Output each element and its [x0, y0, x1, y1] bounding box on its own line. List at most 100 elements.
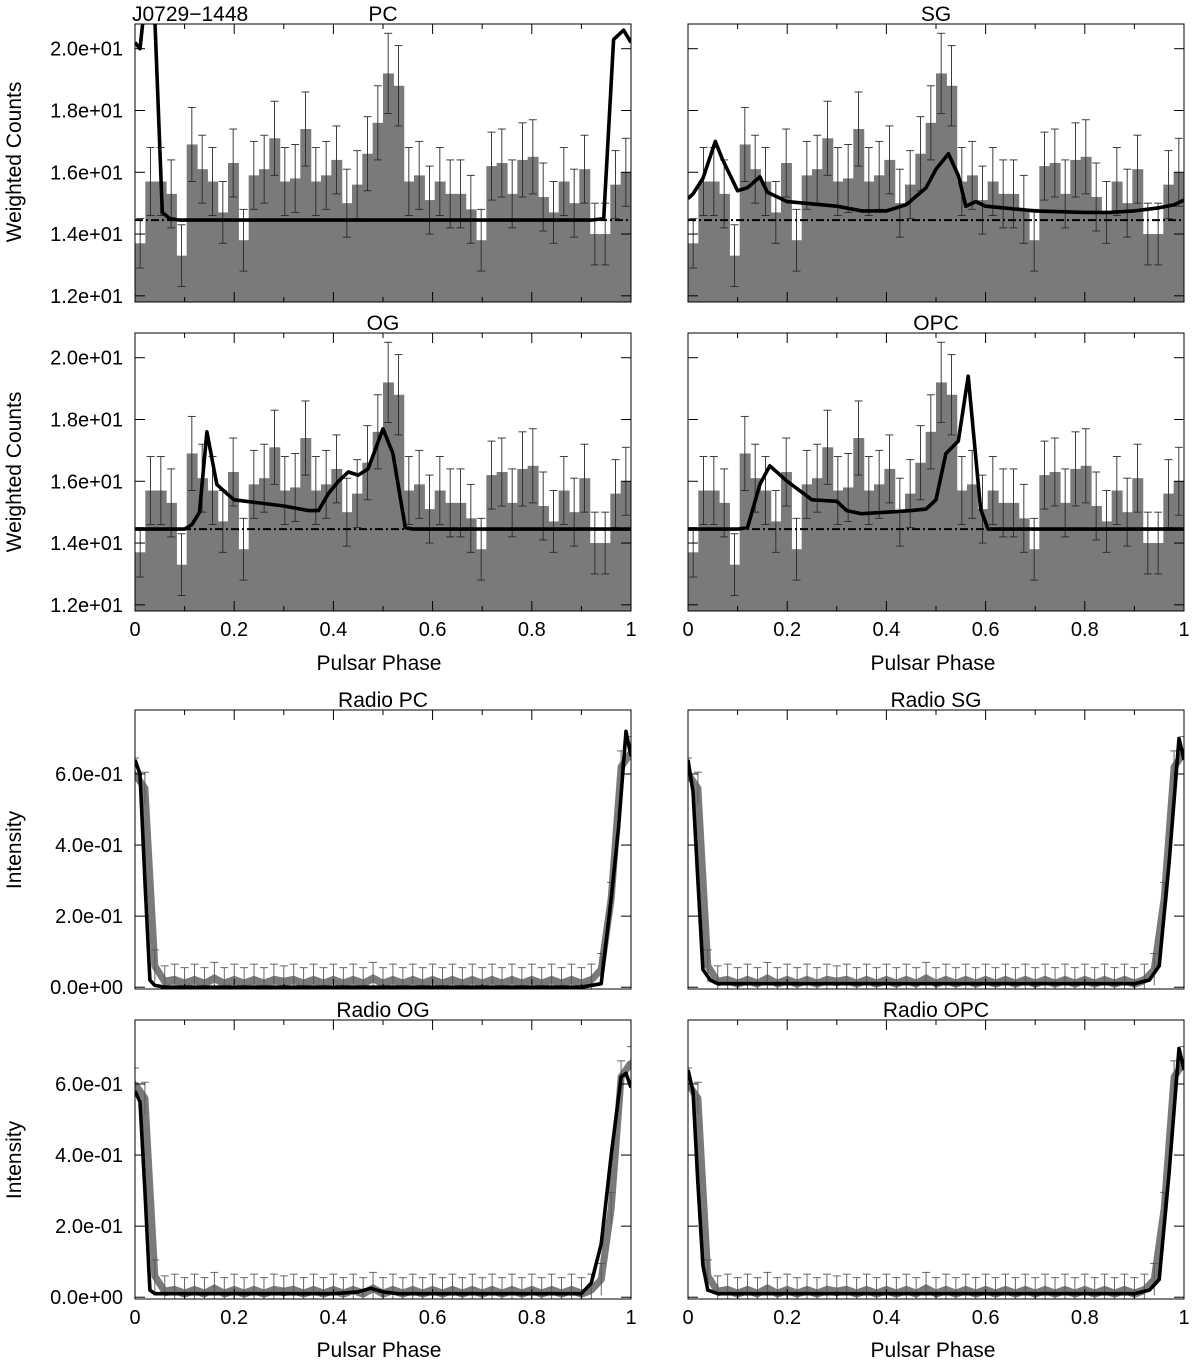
plot-area — [688, 32, 1184, 302]
histogram-bar — [455, 193, 467, 302]
histogram-bar — [1060, 193, 1071, 302]
histogram-bar — [424, 509, 436, 611]
histogram-bar — [228, 163, 239, 302]
histogram-bar — [832, 181, 844, 302]
histogram-bar — [1091, 505, 1102, 611]
histogram-bar — [186, 144, 198, 302]
panel-radio-og: 0 0.2 0.4 0.6 0.8 1 0.0e+00 2.0e-01 4.0e-01 6.0e-… — [50, 999, 636, 1329]
x-tick-label: 0.4 — [872, 1307, 900, 1329]
histogram-bar — [538, 505, 549, 611]
histogram-bar — [956, 490, 968, 611]
x-tick-label: 0.8 — [1071, 1307, 1099, 1329]
histogram-bar — [538, 196, 549, 302]
histogram-bar — [698, 181, 710, 302]
histogram-bar — [145, 490, 157, 611]
plot-area — [688, 1046, 1184, 1299]
histogram-bar — [393, 394, 405, 611]
histogram-bar — [372, 122, 384, 302]
x-tick-label: 0.2 — [773, 619, 801, 641]
y-tick-label: 0.0e+00 — [50, 977, 123, 999]
histogram-bar — [874, 484, 885, 611]
histogram-bar — [507, 502, 518, 611]
histogram-bar — [279, 490, 291, 611]
histogram-bar — [548, 521, 560, 611]
histogram-bar — [1122, 512, 1133, 611]
x-tick-label: 0 — [129, 1307, 140, 1329]
panel-radio-opc: 0 0.2 0.4 0.6 0.8 1 Radio OPC — [682, 999, 1189, 1329]
histogram-bar — [812, 169, 823, 302]
histogram-bar — [610, 493, 622, 611]
histogram-bar — [1060, 502, 1071, 611]
histogram-bar — [310, 181, 322, 302]
y-tick-label: 1.2e+01 — [50, 286, 123, 308]
x-tick-label: 0.4 — [319, 1307, 347, 1329]
histogram-bar — [331, 468, 343, 611]
histogram-bar — [1080, 156, 1092, 302]
model-curve — [688, 736, 1184, 986]
histogram-bar — [719, 502, 730, 611]
x-tick-label: 0.8 — [518, 619, 546, 641]
y-tick-label: 1.6e+01 — [50, 162, 123, 184]
histogram-bar — [1008, 193, 1020, 302]
panel-opc: 0 0.2 0.4 0.6 0.8 1 OPC — [682, 312, 1189, 641]
histogram-bar — [1091, 196, 1102, 302]
histogram-bar — [186, 453, 198, 611]
model-curve — [688, 374, 1184, 531]
histogram-bar — [925, 122, 937, 302]
y-axis-label-pc: Weighted Counts — [3, 82, 26, 243]
x-tick-label: 1 — [1178, 1307, 1189, 1329]
histogram-bar — [1070, 468, 1082, 611]
histogram-bar — [936, 382, 947, 611]
histogram-bar — [558, 181, 570, 302]
histogram-bar — [166, 502, 177, 611]
histogram-bar — [527, 465, 539, 611]
panel-title: Radio OG — [336, 999, 429, 1022]
histogram-bar — [589, 234, 601, 302]
histogram-bar — [486, 166, 498, 302]
histogram-bar — [688, 243, 699, 302]
histogram-bar — [853, 129, 865, 302]
histogram-bar — [956, 181, 968, 302]
histogram-bar — [967, 484, 978, 611]
x-tick-label: 0.2 — [220, 619, 248, 641]
histogram-bar — [217, 212, 229, 302]
x-axis-label-top-right: Pulsar Phase — [871, 652, 996, 675]
panel-title: OPC — [913, 312, 959, 335]
histogram-bar — [863, 490, 875, 611]
histogram-bar — [987, 490, 999, 611]
x-axis-label-bottom-left: Pulsar Phase — [317, 1339, 442, 1362]
histogram-bar — [248, 175, 260, 302]
y-tick-label: 1.4e+01 — [50, 224, 123, 246]
histogram-bar — [155, 490, 167, 611]
histogram-bar — [1018, 209, 1030, 302]
panel-sg: SG — [687, 3, 1185, 303]
histogram-bar — [1153, 543, 1164, 611]
pulsar-name-label: J0729−1448 — [132, 3, 248, 26]
histogram-bar — [155, 181, 167, 302]
histogram-bar — [1142, 543, 1154, 611]
histogram-bar — [393, 85, 405, 302]
histogram-bar — [558, 490, 570, 611]
histogram-bar — [812, 478, 823, 611]
x-tick-label: 0.4 — [319, 619, 347, 641]
histogram-bar — [915, 462, 927, 611]
histogram-bar — [843, 487, 854, 611]
histogram-bar — [719, 193, 730, 302]
x-tick-label: 0.6 — [419, 1307, 447, 1329]
y-axis-label-radio-pc: Intensity — [3, 810, 26, 889]
histogram-bar — [760, 490, 772, 611]
histogram-bar — [894, 512, 906, 611]
panel-title: OG — [367, 312, 400, 335]
histogram-bar — [496, 472, 508, 611]
y-tick-label: 6.0e-01 — [55, 764, 123, 786]
panel-radio-pc: 0.0e+00 2.0e-01 4.0e-01 6.0e-01 Radio PC — [50, 689, 632, 999]
histogram-bar — [300, 438, 312, 611]
histogram-bar — [915, 153, 927, 302]
histogram-bar — [383, 73, 394, 302]
histogram-bar — [1008, 502, 1020, 611]
y-tick-label: 2.0e+01 — [50, 348, 123, 370]
panel-title: PC — [368, 3, 397, 26]
histogram-bar — [843, 178, 854, 302]
histogram-bar — [1163, 493, 1175, 611]
